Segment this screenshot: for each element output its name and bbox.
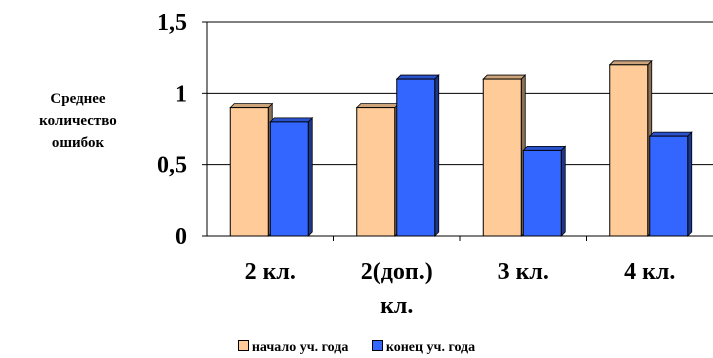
bar-side-s1-c2 bbox=[560, 145, 566, 237]
bar-s0-c2 bbox=[482, 78, 522, 237]
bar-s0-c1 bbox=[356, 107, 396, 237]
bar-side-s1-c0 bbox=[307, 116, 313, 237]
legend: начало уч. года конец уч. года bbox=[0, 340, 713, 356]
bar-top-s1-c2 bbox=[522, 145, 567, 151]
bar-s0-c0 bbox=[229, 107, 269, 237]
bar-side-s1-c1 bbox=[434, 74, 440, 237]
x-tick-label-0: 2 кл. bbox=[245, 259, 296, 285]
legend-item-end: конец уч. года bbox=[371, 340, 476, 356]
bar-top-s0-c0 bbox=[229, 103, 274, 108]
y-axis-title-line-3: ошибок bbox=[51, 135, 105, 151]
bar-s0-c3 bbox=[609, 64, 649, 237]
legend-swatch-start bbox=[237, 340, 249, 351]
y-tick-label-0: 0 bbox=[175, 224, 187, 250]
bar-top-s1-c0 bbox=[269, 117, 314, 123]
y-tick-label-2: 1 bbox=[175, 81, 187, 107]
bar-s1-c3 bbox=[649, 135, 689, 237]
legend-swatch-end bbox=[371, 340, 383, 351]
bar-s1-c2 bbox=[522, 149, 562, 237]
x-tick-label-1-line-0: 2(доп.) bbox=[361, 259, 433, 285]
y-axis-title-line-1: Среднее bbox=[50, 91, 106, 107]
legend-item-start: начало уч. года bbox=[237, 340, 349, 356]
bar-top-s1-c1 bbox=[395, 74, 440, 80]
bar-side-s1-c3 bbox=[687, 131, 693, 237]
bar-top-s1-c3 bbox=[648, 131, 693, 137]
bar-s1-c1 bbox=[396, 78, 436, 237]
bar-top-s0-c2 bbox=[482, 74, 527, 80]
x-tick-label-3: 4 кл. bbox=[624, 259, 675, 285]
x-tick-label-2: 3 кл. bbox=[498, 259, 549, 285]
y-tick-label-1: 0,5 bbox=[157, 153, 187, 179]
y-tick-label-3: 1,5 bbox=[157, 10, 187, 36]
bar-top-s0-c3 bbox=[608, 60, 653, 66]
bar-top-s0-c1 bbox=[355, 103, 400, 108]
legend-label-start: начало уч. года bbox=[251, 340, 349, 355]
bar-s1-c0 bbox=[269, 121, 309, 237]
legend-label-end: конец уч. года bbox=[385, 340, 476, 355]
y-axis-title-line-2: количество bbox=[39, 113, 117, 129]
y-axis-title: Среднее количество ошибок bbox=[18, 88, 138, 154]
x-tick-label-1-line-1: кл. bbox=[380, 293, 413, 319]
